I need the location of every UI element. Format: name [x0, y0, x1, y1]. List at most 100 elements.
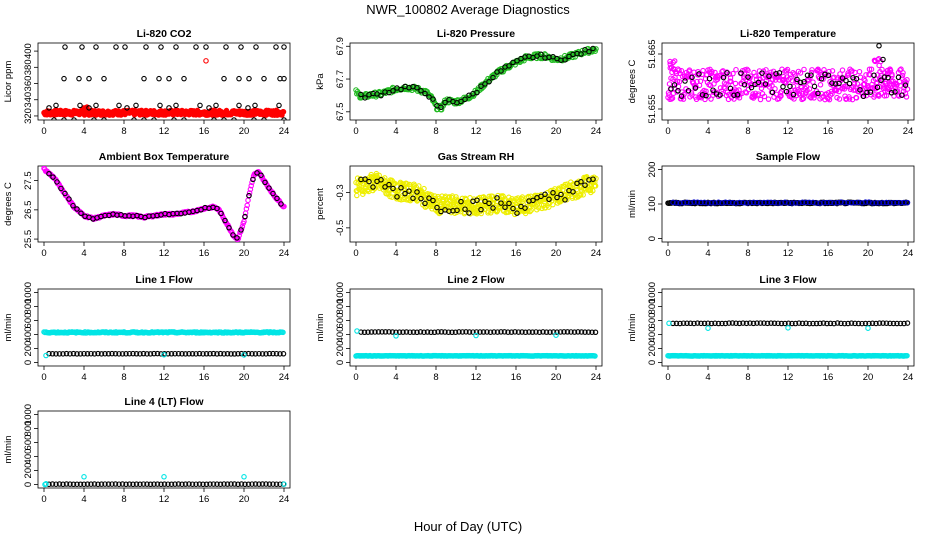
data-point	[810, 199, 816, 206]
y-tick-label: 400	[335, 327, 346, 343]
data-point	[362, 176, 368, 182]
data-point	[49, 351, 56, 357]
data-point	[168, 351, 175, 357]
data-point	[894, 320, 900, 327]
data-point	[210, 350, 217, 357]
data-point	[466, 210, 472, 216]
data-point	[494, 195, 500, 201]
data-point	[772, 86, 778, 92]
data-point	[49, 481, 56, 487]
data-point	[56, 481, 63, 487]
y-tick-label: -0.5	[335, 220, 346, 236]
data-point	[866, 66, 873, 73]
data-point	[836, 80, 842, 87]
y-tick-label: 0	[23, 360, 34, 365]
data-point	[829, 91, 835, 97]
data-point	[855, 199, 862, 206]
data-point	[77, 481, 84, 487]
data-point	[512, 329, 518, 335]
data-point	[527, 208, 533, 215]
data-point	[414, 189, 420, 195]
data-point	[498, 329, 504, 335]
data-point	[200, 351, 206, 357]
series-reference	[46, 170, 284, 241]
data-point	[719, 320, 725, 327]
y-tick-label: 600	[23, 313, 34, 329]
series-black-low	[46, 350, 287, 357]
data-point	[585, 329, 592, 335]
series-cyan-low	[665, 352, 910, 359]
data-point	[536, 329, 543, 335]
data-point	[93, 102, 99, 109]
x-tick-label: 20	[551, 248, 562, 259]
data-point	[900, 70, 906, 76]
data-point	[848, 200, 855, 206]
y-tick-label: 0	[335, 360, 346, 365]
y-tick-label: 26.5	[23, 201, 34, 220]
data-point	[480, 329, 487, 335]
data-point	[182, 481, 189, 487]
data-point	[561, 329, 567, 335]
series-black-high	[358, 329, 599, 336]
data-point	[151, 350, 157, 357]
data-point	[806, 320, 813, 327]
y-axis-label: Licor ppm	[3, 61, 14, 103]
panel-title: Li-820 Temperature	[740, 28, 836, 40]
data-point	[834, 199, 841, 206]
data-point	[280, 351, 287, 357]
data-point	[703, 92, 709, 99]
x-tick-label: 12	[471, 372, 482, 383]
data-point	[514, 210, 520, 216]
data-point	[841, 199, 848, 206]
data-point	[582, 182, 588, 188]
y-tick-label: 360	[23, 76, 34, 92]
data-point	[864, 89, 870, 96]
data-point	[362, 95, 368, 101]
data-point	[126, 481, 133, 487]
y-tick-label: 100	[647, 196, 658, 212]
data-point	[578, 329, 585, 335]
data-point	[686, 67, 693, 73]
data-point	[831, 320, 837, 327]
data-point	[235, 351, 241, 357]
data-point	[431, 329, 438, 335]
data-point	[230, 232, 236, 238]
data-point	[904, 352, 910, 359]
marks	[665, 199, 911, 207]
data-point	[762, 81, 769, 87]
data-point	[789, 200, 795, 206]
data-point	[859, 200, 865, 206]
data-point	[879, 66, 885, 73]
data-point	[670, 59, 676, 66]
y-tick-label: -0.3	[335, 184, 346, 200]
data-point	[446, 194, 452, 200]
data-point	[881, 74, 888, 80]
data-point	[580, 192, 586, 198]
data-point	[361, 329, 368, 335]
data-point	[733, 320, 739, 326]
x-tick-label: 0	[41, 126, 46, 137]
data-point	[684, 320, 690, 327]
data-point	[775, 200, 781, 206]
data-point	[62, 44, 68, 50]
data-point	[62, 190, 68, 197]
data-point	[710, 87, 716, 93]
x-tick-label: 16	[199, 248, 210, 259]
data-point	[390, 185, 396, 192]
data-point	[263, 351, 269, 357]
series-cyan-low	[43, 352, 247, 359]
data-point	[712, 200, 718, 206]
data-point	[137, 481, 143, 487]
x-tick-label: 0	[41, 248, 46, 259]
marks	[665, 320, 911, 359]
data-point	[673, 320, 680, 327]
x-tick-label: 8	[433, 126, 438, 137]
data-point	[74, 351, 80, 357]
data-point	[592, 353, 598, 359]
data-point	[553, 332, 559, 338]
data-point	[892, 89, 898, 95]
data-point	[402, 190, 408, 197]
data-point	[876, 43, 882, 49]
data-point	[782, 199, 788, 205]
